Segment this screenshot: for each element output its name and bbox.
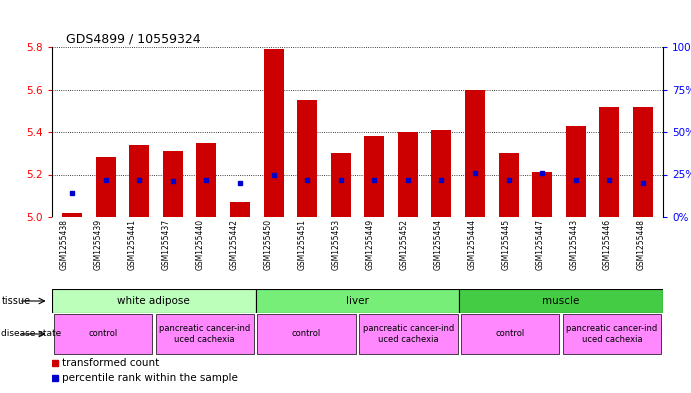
Text: percentile rank within the sample: percentile rank within the sample	[61, 373, 238, 384]
Text: control: control	[292, 329, 321, 338]
Text: GSM1255442: GSM1255442	[229, 219, 238, 270]
Bar	[398, 132, 418, 217]
Bar	[257, 314, 356, 354]
Text: GSM1255449: GSM1255449	[366, 219, 375, 270]
Bar	[633, 107, 653, 217]
Text: GSM1255440: GSM1255440	[196, 219, 205, 270]
Text: GSM1255441: GSM1255441	[128, 219, 137, 270]
Text: GSM1255451: GSM1255451	[298, 219, 307, 270]
Bar	[129, 145, 149, 217]
Text: GSM1255448: GSM1255448	[637, 219, 646, 270]
Bar	[460, 289, 663, 313]
Bar	[359, 314, 457, 354]
Text: liver: liver	[346, 296, 369, 306]
Text: GSM1255447: GSM1255447	[536, 219, 545, 270]
Bar	[196, 143, 216, 217]
Text: GSM1255443: GSM1255443	[569, 219, 578, 270]
Text: GSM1255445: GSM1255445	[501, 219, 510, 270]
Text: white adipose: white adipose	[117, 296, 190, 306]
Text: control: control	[495, 329, 525, 338]
Bar	[52, 289, 256, 313]
Bar	[498, 153, 519, 217]
Text: GSM1255453: GSM1255453	[332, 219, 341, 270]
Text: GDS4899 / 10559324: GDS4899 / 10559324	[66, 32, 200, 45]
Text: GSM1255438: GSM1255438	[60, 219, 69, 270]
Bar	[54, 314, 152, 354]
Bar	[364, 136, 384, 217]
Bar	[330, 153, 351, 217]
Bar	[431, 130, 451, 217]
Bar	[599, 107, 619, 217]
Bar	[95, 158, 116, 217]
Bar	[62, 213, 82, 217]
Bar	[566, 126, 586, 217]
Text: muscle: muscle	[542, 296, 580, 306]
Text: pancreatic cancer-ind
uced cachexia: pancreatic cancer-ind uced cachexia	[159, 324, 250, 344]
Text: tissue: tissue	[1, 296, 30, 306]
Bar	[256, 289, 460, 313]
Text: transformed count: transformed count	[61, 358, 159, 368]
Bar	[163, 151, 183, 217]
Bar	[563, 314, 661, 354]
Bar	[461, 314, 560, 354]
Text: pancreatic cancer-ind
uced cachexia: pancreatic cancer-ind uced cachexia	[567, 324, 658, 344]
Text: GSM1255439: GSM1255439	[94, 219, 103, 270]
Bar	[155, 314, 254, 354]
Text: GSM1255454: GSM1255454	[433, 219, 442, 270]
Text: GSM1255444: GSM1255444	[467, 219, 476, 270]
Text: GSM1255452: GSM1255452	[399, 219, 408, 270]
Bar	[230, 202, 250, 217]
Bar	[465, 90, 485, 217]
Text: disease state: disease state	[1, 329, 61, 338]
Text: GSM1255437: GSM1255437	[162, 219, 171, 270]
Bar	[297, 100, 317, 217]
Text: GSM1255446: GSM1255446	[603, 219, 612, 270]
Text: pancreatic cancer-ind
uced cachexia: pancreatic cancer-ind uced cachexia	[363, 324, 454, 344]
Text: control: control	[88, 329, 117, 338]
Bar	[263, 49, 283, 217]
Bar	[532, 173, 552, 217]
Text: GSM1255450: GSM1255450	[264, 219, 273, 270]
